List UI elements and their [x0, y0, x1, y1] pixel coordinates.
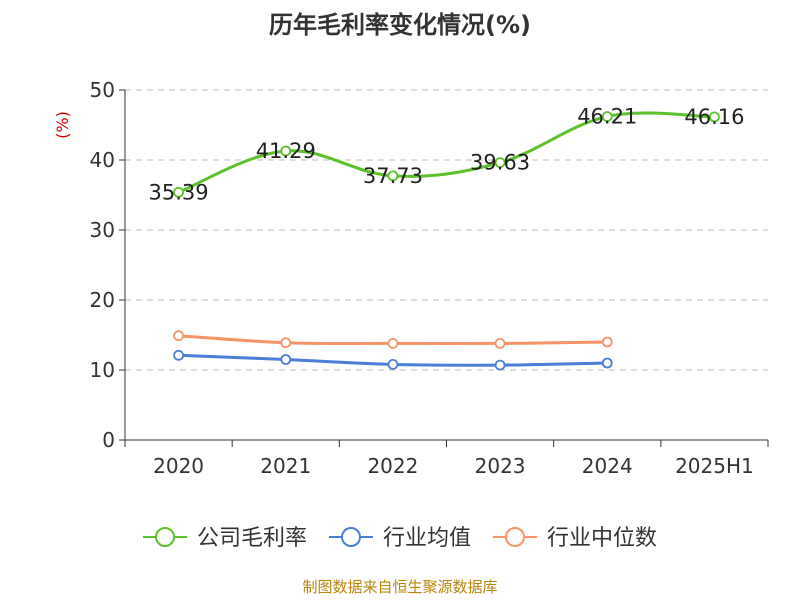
- data-point: [494, 157, 506, 168]
- x-tick-label: 2023: [475, 454, 526, 478]
- data-point: [387, 337, 399, 349]
- data-point: [173, 186, 184, 198]
- data-label: 37.73: [363, 164, 423, 188]
- axes: [119, 89, 769, 447]
- data-label: 41.29: [256, 139, 316, 163]
- data-point: [173, 330, 184, 342]
- legend-marker: [155, 527, 175, 547]
- data-point: [601, 336, 613, 348]
- series-line: [178, 111, 715, 194]
- data-point: [494, 359, 506, 371]
- data-labels: 35.39 41.29 37.73 39.63 46.21 46.16: [149, 105, 745, 205]
- data-point: [280, 145, 292, 157]
- chart-title: 历年毛利率变化情况(%): [269, 11, 531, 39]
- data-point: [280, 337, 292, 349]
- y-tick-labels: 0 10 20 30 40 50: [90, 78, 115, 452]
- x-tick-label: 2020: [153, 454, 204, 478]
- x-tick-labels: 2020 2021 2022 2023 2024 2025H1: [153, 454, 754, 478]
- data-point: [387, 358, 399, 370]
- data-label: 39.63: [470, 151, 530, 175]
- data-label: 46.21: [577, 105, 637, 129]
- y-tick-label: 20: [90, 288, 115, 312]
- x-tick-label: 2024: [582, 454, 633, 478]
- data-label: 35.39: [149, 180, 209, 204]
- x-tick-label: 2021: [260, 454, 311, 478]
- legend-marker: [505, 527, 525, 547]
- y-tick-label: 10: [90, 358, 115, 382]
- y-tick-label: 0: [102, 428, 115, 452]
- legend-item: 行业中位数: [493, 526, 657, 551]
- legend-label: 行业均值: [383, 526, 471, 551]
- legend-item: 公司毛利率: [143, 526, 307, 551]
- data-point: [387, 170, 399, 182]
- data-point: [280, 354, 292, 365]
- data-point: [601, 111, 613, 122]
- series-group: [173, 111, 720, 371]
- y-tick-label: 50: [90, 78, 115, 102]
- source-note: 制图数据来自恒生聚源数据库: [302, 578, 497, 596]
- data-point: [709, 111, 720, 123]
- y-tick-label: 40: [90, 148, 115, 172]
- legend-item: 行业均值: [329, 526, 471, 551]
- data-label: 46.16: [684, 105, 744, 129]
- data-point: [494, 337, 506, 349]
- y-axis-unit: (%): [53, 111, 72, 139]
- x-tick-label: 2025H1: [675, 454, 754, 478]
- legend-marker: [341, 527, 361, 547]
- y-tick-label: 30: [90, 218, 115, 242]
- legend-label: 公司毛利率: [197, 526, 307, 551]
- grid-lines: [125, 89, 768, 371]
- legend: 公司毛利率 行业均值 行业中位数: [143, 526, 657, 551]
- legend-label: 行业中位数: [547, 526, 657, 551]
- x-tick-label: 2022: [367, 454, 418, 478]
- data-point: [601, 357, 613, 369]
- data-point: [173, 349, 184, 361]
